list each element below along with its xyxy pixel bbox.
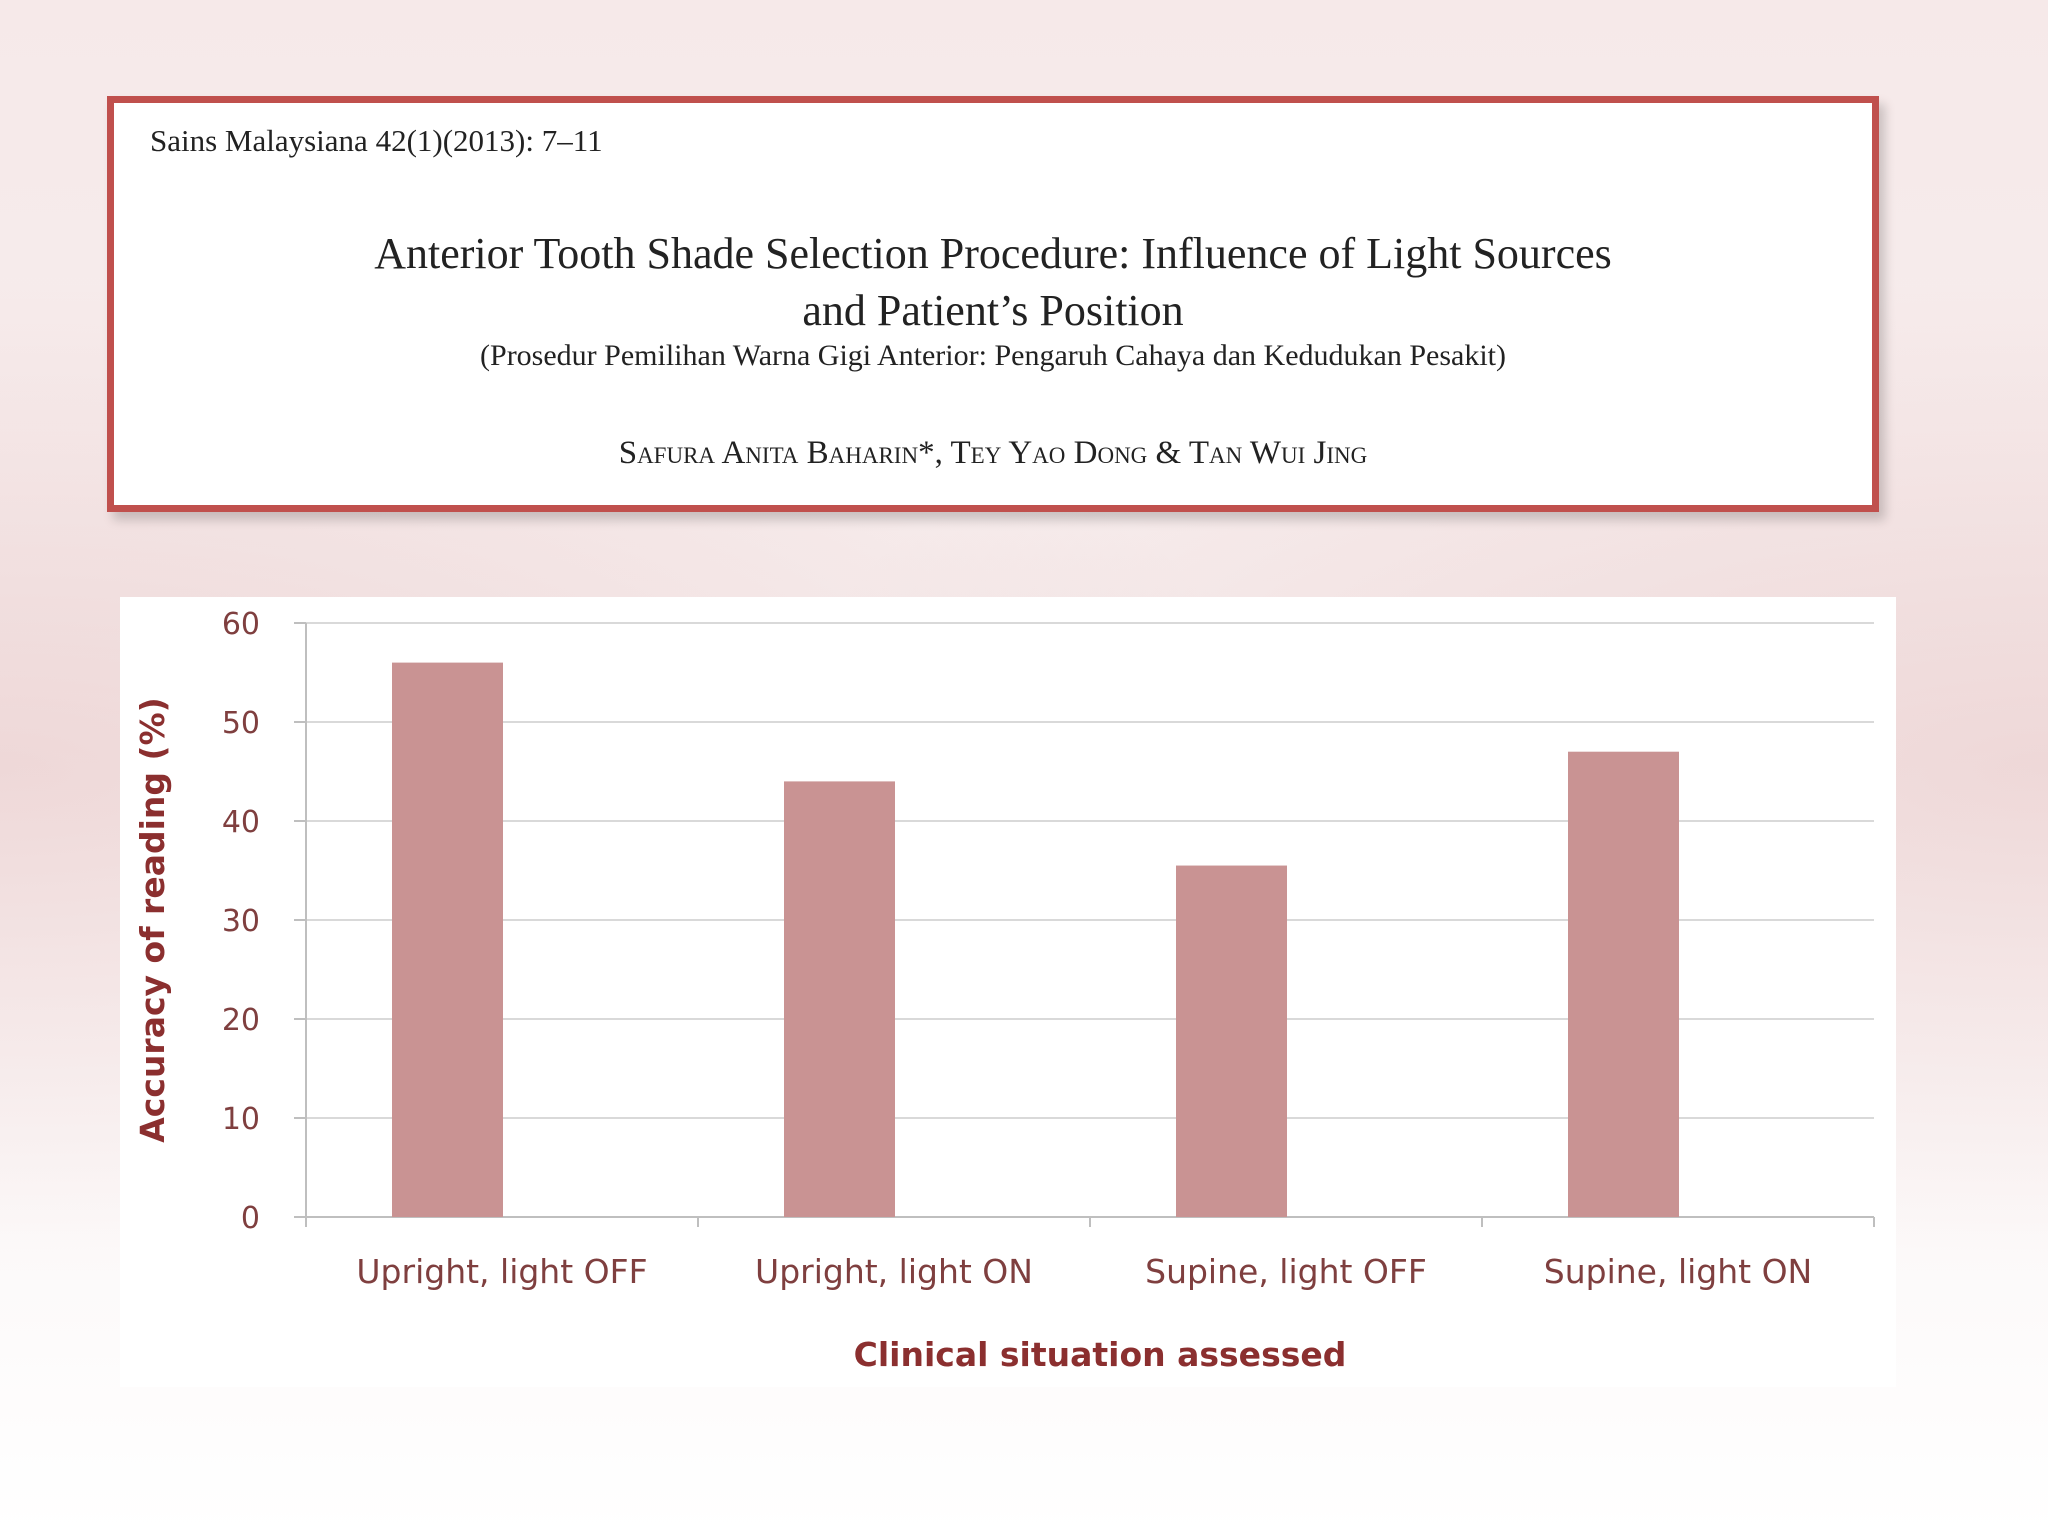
- paper-authors: Safura Anita Baharin*, Tey Yao Dong & Ta…: [618, 435, 1368, 471]
- x-category-label: Upright, light OFF: [356, 1252, 647, 1291]
- bar: [392, 662, 503, 1217]
- y-tick-label: 10: [222, 1102, 260, 1137]
- bar: [1568, 751, 1679, 1217]
- y-tick-label: 50: [222, 706, 260, 741]
- bar: [784, 781, 895, 1217]
- x-category-label: Supine, light OFF: [1145, 1252, 1427, 1291]
- paper-title-line-1: Anterior Tooth Shade Selection Procedure…: [374, 229, 1612, 278]
- bar-chart: 0 10 20 30 40 50 60 Upright, light OFF Upright, …: [133, 607, 1875, 1374]
- chart-panel: 0 10 20 30 40 50 60 Upright, light OFF Upright, …: [120, 597, 1896, 1387]
- paper-header-box: Sains Malaysiana 42(1)(2013): 7–11 Anter…: [107, 96, 1879, 512]
- x-category-label: Upright, light ON: [755, 1252, 1033, 1291]
- y-tick-label: 30: [222, 904, 260, 939]
- x-category-label: Supine, light ON: [1544, 1252, 1812, 1291]
- paper-title: Anterior Tooth Shade Selection Procedure…: [114, 225, 1872, 339]
- journal-citation: Sains Malaysiana 42(1)(2013): 7–11: [150, 123, 603, 158]
- paper-title-line-2: and Patient’s Position: [802, 286, 1184, 335]
- y-tick-label: 40: [222, 805, 260, 840]
- y-tick-label: 20: [222, 1003, 260, 1038]
- y-tick-label: 0: [241, 1201, 260, 1236]
- paper-subtitle: (Prosedur Pemilihan Warna Gigi Anterior:…: [480, 339, 1506, 372]
- y-tick-label: 60: [222, 607, 260, 642]
- x-axis-title: Clinical situation assessed: [854, 1335, 1347, 1374]
- bar: [1176, 865, 1287, 1217]
- y-axis-title: Accuracy of reading (%): [133, 697, 172, 1142]
